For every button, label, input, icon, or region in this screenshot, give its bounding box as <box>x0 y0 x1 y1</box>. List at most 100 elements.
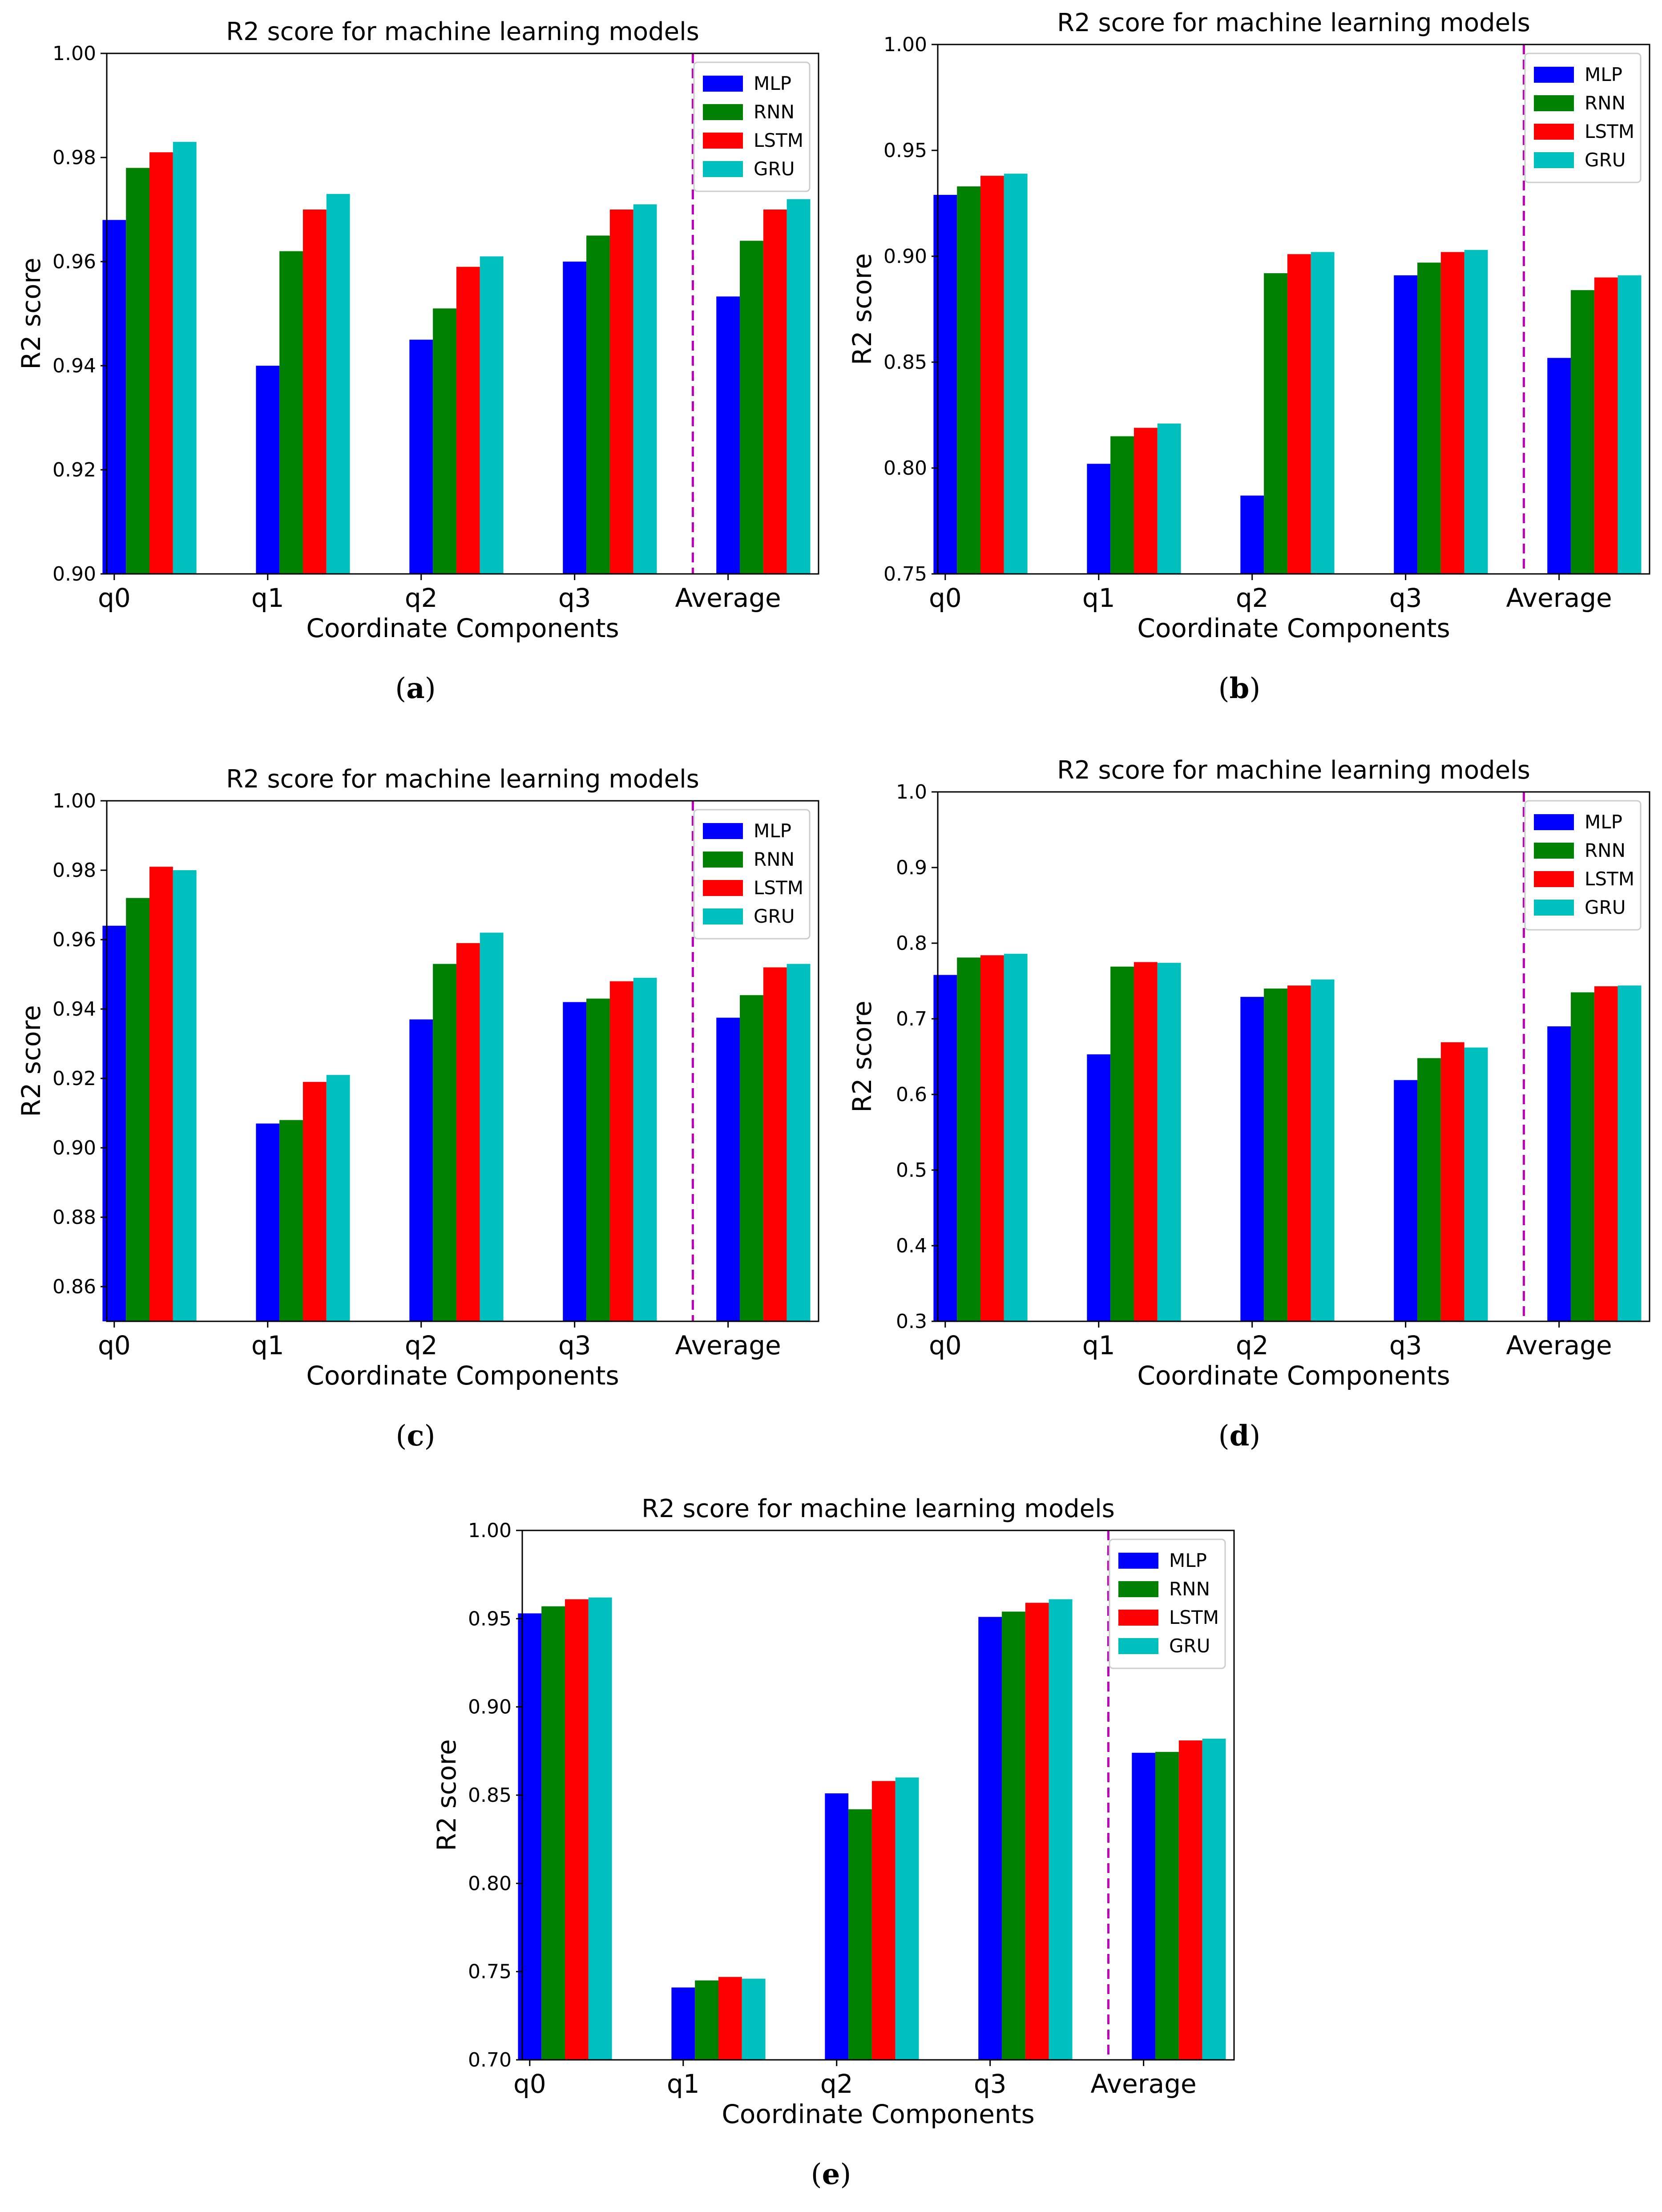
bar-mlp-q0 <box>102 925 126 1321</box>
x-tick-label: q1 <box>667 2069 700 2099</box>
bar-mlp-q2 <box>825 1793 849 2060</box>
legend-label-mlp: MLP <box>1169 1550 1207 1571</box>
legend-label-lstm: LSTM <box>1169 1607 1219 1628</box>
legend-swatch-lstm <box>1118 1610 1158 1626</box>
bar-gru-q0 <box>588 1597 612 2060</box>
bar-rnn-average <box>1571 992 1594 1321</box>
chart-a: R2 score for machine learning models 0.90… <box>16 17 819 643</box>
bar-lstm-q3 <box>1440 1042 1464 1321</box>
plot-frame <box>937 791 1650 1322</box>
bar-gru-q0 <box>1004 953 1028 1321</box>
chart-c: R2 score for machine learning models 0.86… <box>16 765 819 1391</box>
bar-lstm-average <box>763 210 787 574</box>
x-tick-label: q3 <box>974 2069 1007 2099</box>
bar-rnn-q1 <box>1110 966 1134 1321</box>
bar-gru-average <box>1618 985 1642 1321</box>
chart-b: R2 score for machine learning models 0.75… <box>847 8 1650 643</box>
bar-gru-q2 <box>1311 979 1335 1321</box>
plot-frame <box>106 800 819 1322</box>
bar-rnn-q1 <box>279 1120 303 1321</box>
x-tick-label: Average <box>675 1330 781 1360</box>
bar-mlp-q1 <box>671 1987 695 2060</box>
legend-label-gru: GRU <box>1169 1635 1210 1657</box>
bar-gru-average <box>787 964 811 1321</box>
bar-mlp-q1 <box>1087 1054 1111 1321</box>
bar-mlp-q2 <box>409 1019 433 1321</box>
caption-e: (e) <box>811 2158 851 2191</box>
x-tick-label: q0 <box>929 1330 962 1360</box>
legend-box <box>1524 800 1642 931</box>
bar-lstm-average <box>1178 1740 1202 2060</box>
y-tick-label: 0.5 <box>896 1159 927 1182</box>
legend-label-lstm: LSTM <box>1585 121 1634 142</box>
bar-mlp-q0 <box>933 194 957 574</box>
bar-gru-q2 <box>895 1777 919 2060</box>
bar-rnn-average <box>740 241 763 574</box>
bar-rnn-q2 <box>1264 273 1287 574</box>
bar-gru-q1 <box>326 194 350 574</box>
y-tick-label: 1.0 <box>896 781 927 803</box>
x-tick-label: q1 <box>251 583 284 613</box>
chart-title: R2 score for machine learning models <box>1057 756 1530 785</box>
x-tick-label: q2 <box>1236 583 1269 613</box>
x-axis-label: Coordinate Components <box>1137 1360 1450 1391</box>
legend-label-rnn: RNN <box>754 101 795 123</box>
bar-gru-average <box>1618 275 1642 574</box>
x-tick-label: q3 <box>558 583 591 613</box>
bar-gru-q1 <box>326 1075 350 1321</box>
legend: MLP RNN LSTM GRU <box>693 61 811 192</box>
legend-label-rnn: RNN <box>1585 92 1626 114</box>
x-tick-label: Average <box>675 583 781 613</box>
bar-rnn-q0 <box>126 898 149 1321</box>
bar-gru-q3 <box>1049 1599 1073 2060</box>
y-tick-label: 0.80 <box>883 457 927 480</box>
bar-mlp-q3 <box>978 1617 1002 2060</box>
bar-lstm-q1 <box>1134 962 1158 1321</box>
legend-swatch-gru <box>1118 1638 1158 1654</box>
y-axis-label: R2 score <box>16 1005 46 1117</box>
bar-rnn-q3 <box>586 998 610 1321</box>
bar-rnn-q0 <box>541 1606 565 2060</box>
y-axis-label: R2 score <box>847 253 877 365</box>
bar-lstm-q0 <box>149 867 173 1321</box>
bar-rnn-q2 <box>433 964 456 1321</box>
bar-mlp-q3 <box>1394 275 1418 574</box>
bar-lstm-average <box>1594 277 1618 574</box>
bar-lstm-q0 <box>980 176 1004 574</box>
legend-box <box>1109 1538 1226 1669</box>
y-tick-label: 0.4 <box>896 1235 927 1257</box>
bar-rnn-average <box>740 995 763 1321</box>
x-axis-label: Coordinate Components <box>306 1360 619 1391</box>
bar-gru-q3 <box>633 977 657 1321</box>
y-tick-label: 0.90 <box>52 1137 96 1159</box>
plot-frame <box>937 44 1650 575</box>
legend-swatch-gru <box>703 908 743 924</box>
bar-rnn-q1 <box>1110 436 1134 574</box>
y-tick-label: 1.00 <box>468 1519 512 1542</box>
legend-swatch-lstm <box>703 880 743 896</box>
bar-gru-q2 <box>480 256 504 574</box>
y-tick-label: 0.90 <box>52 563 96 585</box>
bar-lstm-q3 <box>1025 1602 1049 2060</box>
bar-mlp-q1 <box>256 366 280 574</box>
y-tick-label: 1.00 <box>883 33 927 56</box>
chart-title: R2 score for machine learning models <box>1057 8 1530 37</box>
legend-box <box>693 61 811 192</box>
bar-gru-q3 <box>1464 250 1488 574</box>
legend-swatch-rnn <box>1118 1581 1158 1597</box>
x-axis-label: Coordinate Components <box>722 2099 1034 2129</box>
legend-label-gru: GRU <box>754 158 795 180</box>
y-tick-label: 0.9 <box>896 856 927 879</box>
bar-mlp-q2 <box>1240 997 1264 1321</box>
legend-swatch-mlp <box>703 823 743 839</box>
legend-swatch-lstm <box>1534 871 1574 887</box>
bar-gru-q1 <box>1157 963 1181 1321</box>
bar-lstm-q2 <box>1287 254 1311 574</box>
legend-label-lstm: LSTM <box>754 877 803 899</box>
caption-c: (c) <box>395 1419 436 1453</box>
y-tick-label: 0.92 <box>52 1067 96 1090</box>
legend-box <box>693 809 811 940</box>
bar-rnn-average <box>1155 1752 1179 2060</box>
x-tick-label: q0 <box>929 583 962 613</box>
legend-swatch-rnn <box>1534 95 1574 111</box>
